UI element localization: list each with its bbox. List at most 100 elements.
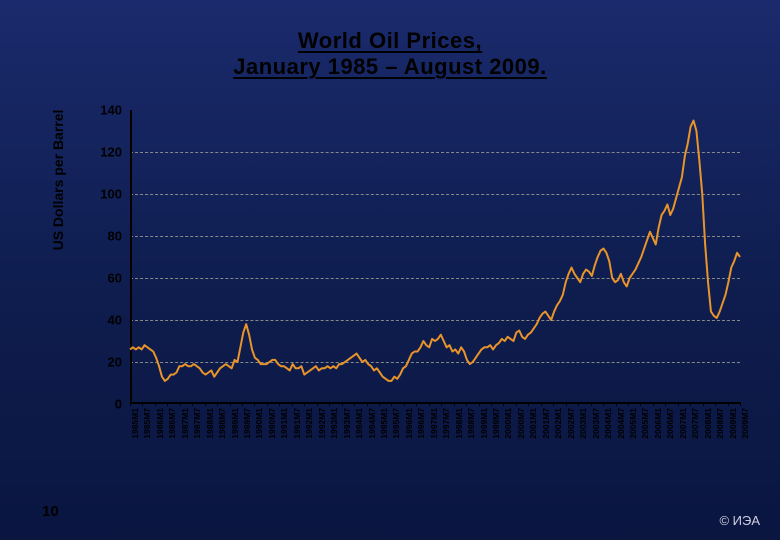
x-tick-label: 2000M1 [503,408,513,439]
x-tick-label: 2001M1 [528,408,538,439]
x-tick-mark [379,402,380,406]
x-tick-label: 2008M7 [715,408,725,439]
x-tick-mark [416,402,417,406]
y-tick-label: 60 [108,271,122,286]
x-tick-mark [740,402,741,406]
x-tick-mark [304,402,305,406]
x-tick-mark [142,402,143,406]
x-tick-mark [491,402,492,406]
x-tick-label: 1992M1 [304,408,314,439]
x-tick-label: 1987M1 [180,408,190,439]
x-tick-label: 1985M7 [142,408,152,439]
x-tick-mark [367,402,368,406]
x-tick-mark [578,402,579,406]
x-tick-label: 1998M1 [454,408,464,439]
x-tick-mark [628,402,629,406]
x-tick-mark [528,402,529,406]
x-tick-label: 2002M1 [553,408,563,439]
x-tick-label: 2004M7 [616,408,626,439]
x-tick-mark [155,402,156,406]
x-tick-label: 2006M1 [653,408,663,439]
title-line-1: World Oil Prices, [298,28,482,53]
x-tick-label: 1998M7 [466,408,476,439]
x-tick-label: 1989M1 [230,408,240,439]
slide: World Oil Prices, January 1985 – August … [0,0,780,540]
x-tick-label: 1990M7 [267,408,277,439]
x-tick-label: 1991M1 [279,408,289,439]
title-line-2: January 1985 – August 2009. [233,54,547,79]
x-tick-label: 1988M1 [205,408,215,439]
x-tick-label: 1991M7 [292,408,302,439]
x-tick-mark [516,402,517,406]
x-tick-mark [553,402,554,406]
x-tick-mark [205,402,206,406]
x-tick-mark [230,402,231,406]
x-tick-label: 1987M7 [192,408,202,439]
x-tick-mark [130,402,131,406]
x-tick-label: 1993M1 [329,408,339,439]
x-tick-label: 1999M1 [479,408,489,439]
slide-title: World Oil Prices, January 1985 – August … [0,28,780,81]
y-tick-label: 100 [100,187,122,202]
copyright-label: © ИЭА [719,513,760,528]
x-tick-label: 1989M7 [242,408,252,439]
x-tick-mark [242,402,243,406]
x-tick-label: 2009M1 [728,408,738,439]
x-tick-label: 2007M7 [690,408,700,439]
y-axis-label: US Dollars per Barrel [50,110,66,251]
x-tick-label: 1994M7 [367,408,377,439]
y-tick-label: 80 [108,229,122,244]
x-tick-mark [292,402,293,406]
y-tick-label: 140 [100,103,122,118]
x-tick-label: 1997M7 [441,408,451,439]
x-tick-mark [317,402,318,406]
x-axis-ticks: 1985M11985M71986M11986M71987M11987M71988… [130,404,740,464]
x-tick-mark [728,402,729,406]
x-tick-mark [404,402,405,406]
x-tick-label: 1985M1 [130,408,140,439]
x-tick-mark [466,402,467,406]
x-tick-label: 1996M7 [416,408,426,439]
plot-area [130,110,740,404]
x-tick-mark [591,402,592,406]
x-tick-mark [503,402,504,406]
y-tick-label: 0 [115,397,122,412]
x-tick-mark [603,402,604,406]
y-tick-label: 20 [108,355,122,370]
price-line-series [130,110,740,404]
x-tick-label: 2003M7 [591,408,601,439]
x-tick-label: 2004M1 [603,408,613,439]
x-tick-label: 1993M7 [342,408,352,439]
y-tick-label: 40 [108,313,122,328]
x-tick-mark [566,402,567,406]
x-tick-mark [254,402,255,406]
x-tick-label: 1986M1 [155,408,165,439]
x-tick-label: 2002M7 [566,408,576,439]
x-tick-mark [541,402,542,406]
x-tick-label: 2005M7 [640,408,650,439]
page-number: 10 [42,503,59,520]
x-tick-mark [354,402,355,406]
x-tick-mark [454,402,455,406]
x-tick-mark [267,402,268,406]
y-axis-ticks: 020406080100120140 [80,110,130,404]
x-tick-mark [391,402,392,406]
x-tick-label: 2003M1 [578,408,588,439]
x-tick-label: 1997M1 [429,408,439,439]
x-tick-mark [429,402,430,406]
x-tick-label: 2009M7 [740,408,750,439]
x-tick-label: 2008M1 [703,408,713,439]
x-tick-mark [703,402,704,406]
x-tick-label: 2001M7 [541,408,551,439]
x-tick-label: 1995M7 [391,408,401,439]
x-tick-mark [180,402,181,406]
x-tick-mark [217,402,218,406]
x-tick-label: 2000M7 [516,408,526,439]
x-tick-mark [640,402,641,406]
x-tick-label: 1999M7 [491,408,501,439]
x-tick-mark [678,402,679,406]
x-tick-mark [192,402,193,406]
x-tick-label: 1995M1 [379,408,389,439]
x-tick-mark [279,402,280,406]
oil-price-line [130,121,740,381]
